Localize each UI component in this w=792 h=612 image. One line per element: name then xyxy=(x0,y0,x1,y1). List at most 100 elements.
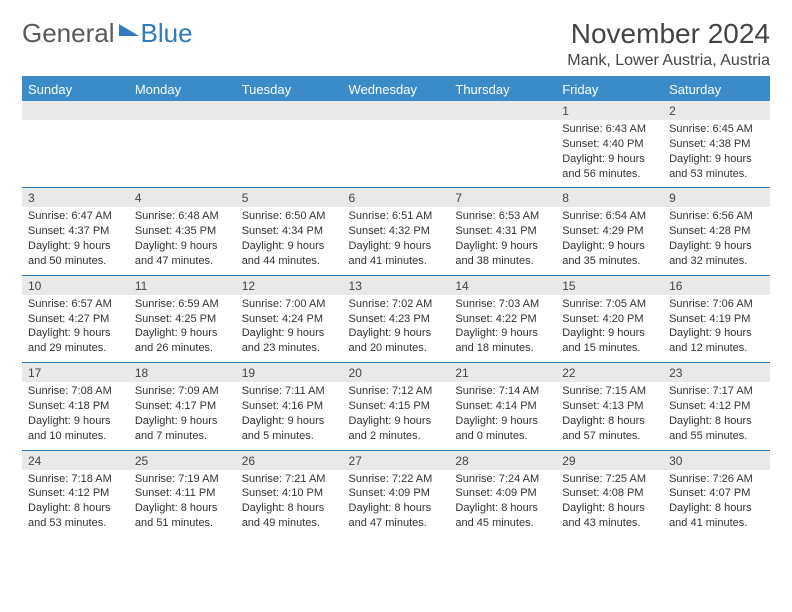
info-cell: Sunrise: 7:24 AMSunset: 4:09 PMDaylight:… xyxy=(449,470,556,537)
info-cell: Sunrise: 6:57 AMSunset: 4:27 PMDaylight:… xyxy=(22,295,129,363)
daylight-line2: and 47 minutes. xyxy=(349,516,444,531)
daylight-line1: Daylight: 8 hours xyxy=(28,501,123,516)
sunset: Sunset: 4:32 PM xyxy=(349,224,444,239)
info-cell: Sunrise: 7:08 AMSunset: 4:18 PMDaylight:… xyxy=(22,382,129,450)
daylight-line1: Daylight: 9 hours xyxy=(28,414,123,429)
info-cell: Sunrise: 6:48 AMSunset: 4:35 PMDaylight:… xyxy=(129,207,236,275)
date-row: 12 xyxy=(22,101,770,120)
sunset: Sunset: 4:29 PM xyxy=(562,224,657,239)
daylight-line1: Daylight: 9 hours xyxy=(669,152,764,167)
sunrise: Sunrise: 7:11 AM xyxy=(242,384,337,399)
daylight-line2: and 5 minutes. xyxy=(242,429,337,444)
info-cell xyxy=(236,120,343,188)
sunrise: Sunrise: 7:17 AM xyxy=(669,384,764,399)
info-cell: Sunrise: 7:19 AMSunset: 4:11 PMDaylight:… xyxy=(129,470,236,537)
sunrise: Sunrise: 7:18 AM xyxy=(28,472,123,487)
daylight-line2: and 29 minutes. xyxy=(28,341,123,356)
daylight-line1: Daylight: 9 hours xyxy=(242,326,337,341)
info-row: Sunrise: 6:43 AMSunset: 4:40 PMDaylight:… xyxy=(22,120,770,188)
date-cell xyxy=(236,101,343,120)
daylight-line2: and 7 minutes. xyxy=(135,429,230,444)
date-cell: 2 xyxy=(663,101,770,120)
info-cell: Sunrise: 6:54 AMSunset: 4:29 PMDaylight:… xyxy=(556,207,663,275)
daylight-line1: Daylight: 9 hours xyxy=(669,239,764,254)
daylight-line1: Daylight: 9 hours xyxy=(669,326,764,341)
daylight-line1: Daylight: 9 hours xyxy=(562,239,657,254)
daylight-line2: and 26 minutes. xyxy=(135,341,230,356)
daylight-line2: and 56 minutes. xyxy=(562,167,657,182)
info-cell: Sunrise: 7:21 AMSunset: 4:10 PMDaylight:… xyxy=(236,470,343,537)
date-cell: 7 xyxy=(449,188,556,208)
info-cell: Sunrise: 6:47 AMSunset: 4:37 PMDaylight:… xyxy=(22,207,129,275)
sunrise: Sunrise: 6:54 AM xyxy=(562,209,657,224)
sunset: Sunset: 4:09 PM xyxy=(349,486,444,501)
daylight-line1: Daylight: 8 hours xyxy=(562,414,657,429)
date-cell: 14 xyxy=(449,275,556,295)
daylight-line2: and 44 minutes. xyxy=(242,254,337,269)
daylight-line2: and 2 minutes. xyxy=(349,429,444,444)
info-cell: Sunrise: 7:26 AMSunset: 4:07 PMDaylight:… xyxy=(663,470,770,537)
info-row: Sunrise: 7:18 AMSunset: 4:12 PMDaylight:… xyxy=(22,470,770,537)
daylight-line2: and 35 minutes. xyxy=(562,254,657,269)
date-cell: 24 xyxy=(22,450,129,470)
calendar-page: General Blue November 2024 Mank, Lower A… xyxy=(0,0,792,612)
daylight-line2: and 53 minutes. xyxy=(669,167,764,182)
sunset: Sunset: 4:27 PM xyxy=(28,312,123,327)
info-cell xyxy=(22,120,129,188)
info-cell xyxy=(343,120,450,188)
daylight-line2: and 41 minutes. xyxy=(349,254,444,269)
daylight-line1: Daylight: 9 hours xyxy=(135,326,230,341)
sunset: Sunset: 4:31 PM xyxy=(455,224,550,239)
info-cell: Sunrise: 7:22 AMSunset: 4:09 PMDaylight:… xyxy=(343,470,450,537)
info-cell: Sunrise: 7:00 AMSunset: 4:24 PMDaylight:… xyxy=(236,295,343,363)
sunset: Sunset: 4:08 PM xyxy=(562,486,657,501)
logo: General Blue xyxy=(22,18,193,49)
date-cell: 12 xyxy=(236,275,343,295)
sunrise: Sunrise: 7:15 AM xyxy=(562,384,657,399)
info-cell: Sunrise: 7:17 AMSunset: 4:12 PMDaylight:… xyxy=(663,382,770,450)
sunset: Sunset: 4:19 PM xyxy=(669,312,764,327)
daylight-line2: and 57 minutes. xyxy=(562,429,657,444)
date-cell: 26 xyxy=(236,450,343,470)
sunset: Sunset: 4:17 PM xyxy=(135,399,230,414)
month-title: November 2024 xyxy=(567,18,770,50)
daylight-line2: and 10 minutes. xyxy=(28,429,123,444)
info-cell: Sunrise: 7:11 AMSunset: 4:16 PMDaylight:… xyxy=(236,382,343,450)
sunset: Sunset: 4:22 PM xyxy=(455,312,550,327)
date-cell: 5 xyxy=(236,188,343,208)
date-row: 3456789 xyxy=(22,188,770,208)
date-cell: 6 xyxy=(343,188,450,208)
sunset: Sunset: 4:20 PM xyxy=(562,312,657,327)
daylight-line2: and 23 minutes. xyxy=(242,341,337,356)
sunrise: Sunrise: 7:25 AM xyxy=(562,472,657,487)
col-tuesday: Tuesday xyxy=(236,78,343,101)
daylight-line1: Daylight: 8 hours xyxy=(349,501,444,516)
col-saturday: Saturday xyxy=(663,78,770,101)
date-cell: 16 xyxy=(663,275,770,295)
date-cell: 28 xyxy=(449,450,556,470)
daylight-line1: Daylight: 8 hours xyxy=(455,501,550,516)
date-row: 10111213141516 xyxy=(22,275,770,295)
daylight-line2: and 43 minutes. xyxy=(562,516,657,531)
daylight-line1: Daylight: 8 hours xyxy=(669,414,764,429)
info-cell: Sunrise: 7:12 AMSunset: 4:15 PMDaylight:… xyxy=(343,382,450,450)
sunset: Sunset: 4:28 PM xyxy=(669,224,764,239)
daylight-line1: Daylight: 9 hours xyxy=(455,414,550,429)
sunset: Sunset: 4:12 PM xyxy=(669,399,764,414)
date-cell: 17 xyxy=(22,363,129,383)
daylight-line1: Daylight: 8 hours xyxy=(135,501,230,516)
date-cell: 3 xyxy=(22,188,129,208)
col-thursday: Thursday xyxy=(449,78,556,101)
info-cell: Sunrise: 6:43 AMSunset: 4:40 PMDaylight:… xyxy=(556,120,663,188)
date-cell: 27 xyxy=(343,450,450,470)
daylight-line2: and 18 minutes. xyxy=(455,341,550,356)
daylight-line2: and 41 minutes. xyxy=(669,516,764,531)
col-sunday: Sunday xyxy=(22,78,129,101)
sunrise: Sunrise: 6:47 AM xyxy=(28,209,123,224)
date-row: 17181920212223 xyxy=(22,363,770,383)
weekday-header-row: Sunday Monday Tuesday Wednesday Thursday… xyxy=(22,78,770,101)
sunrise: Sunrise: 7:26 AM xyxy=(669,472,764,487)
date-cell: 30 xyxy=(663,450,770,470)
daylight-line2: and 12 minutes. xyxy=(669,341,764,356)
sunrise: Sunrise: 6:59 AM xyxy=(135,297,230,312)
